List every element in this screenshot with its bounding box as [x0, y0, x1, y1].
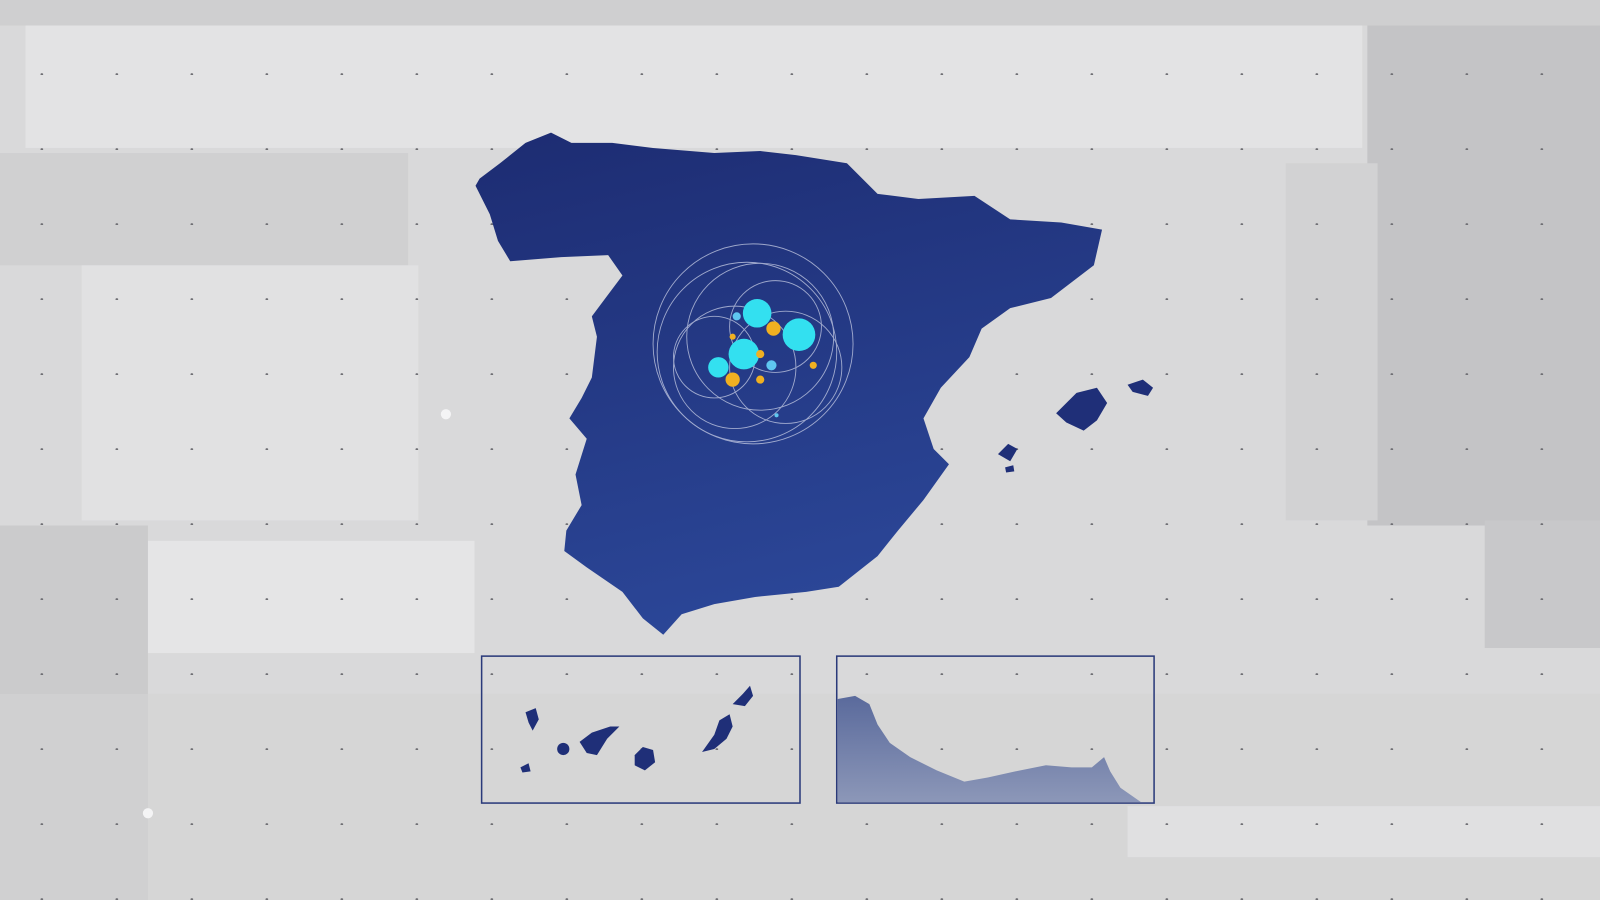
shape — [525, 708, 539, 731]
shape — [835, 655, 1155, 804]
shape — [732, 685, 754, 707]
marker — [756, 375, 765, 384]
marker — [557, 742, 570, 756]
shape — [520, 685, 754, 773]
shape — [579, 726, 620, 756]
marker — [766, 360, 777, 371]
marker — [729, 333, 736, 340]
marker — [732, 312, 741, 321]
marker — [686, 262, 835, 411]
rings — [652, 243, 854, 445]
marker — [440, 409, 452, 420]
shape — [702, 714, 733, 753]
ceuta-inset — [835, 655, 1155, 804]
shape — [634, 746, 656, 771]
marker — [725, 372, 740, 387]
menorca — [1127, 379, 1154, 396]
marker — [708, 357, 729, 378]
shape — [480, 655, 801, 804]
spain-map — [475, 132, 1154, 635]
marker — [742, 298, 772, 328]
ibiza — [997, 443, 1018, 473]
shape — [837, 695, 1141, 803]
marker — [652, 243, 854, 445]
marker — [729, 280, 822, 373]
marker — [782, 318, 816, 352]
marker — [728, 338, 760, 370]
marker — [729, 310, 843, 424]
marker — [142, 808, 154, 819]
shape — [520, 763, 531, 773]
mallorca — [1056, 387, 1108, 431]
mainland — [475, 132, 1103, 635]
marker — [756, 350, 765, 359]
bubbles — [708, 298, 817, 418]
marker — [809, 361, 817, 369]
marker — [766, 321, 781, 336]
canary-inset — [480, 655, 801, 804]
marker — [774, 413, 779, 418]
marker — [656, 261, 838, 443]
